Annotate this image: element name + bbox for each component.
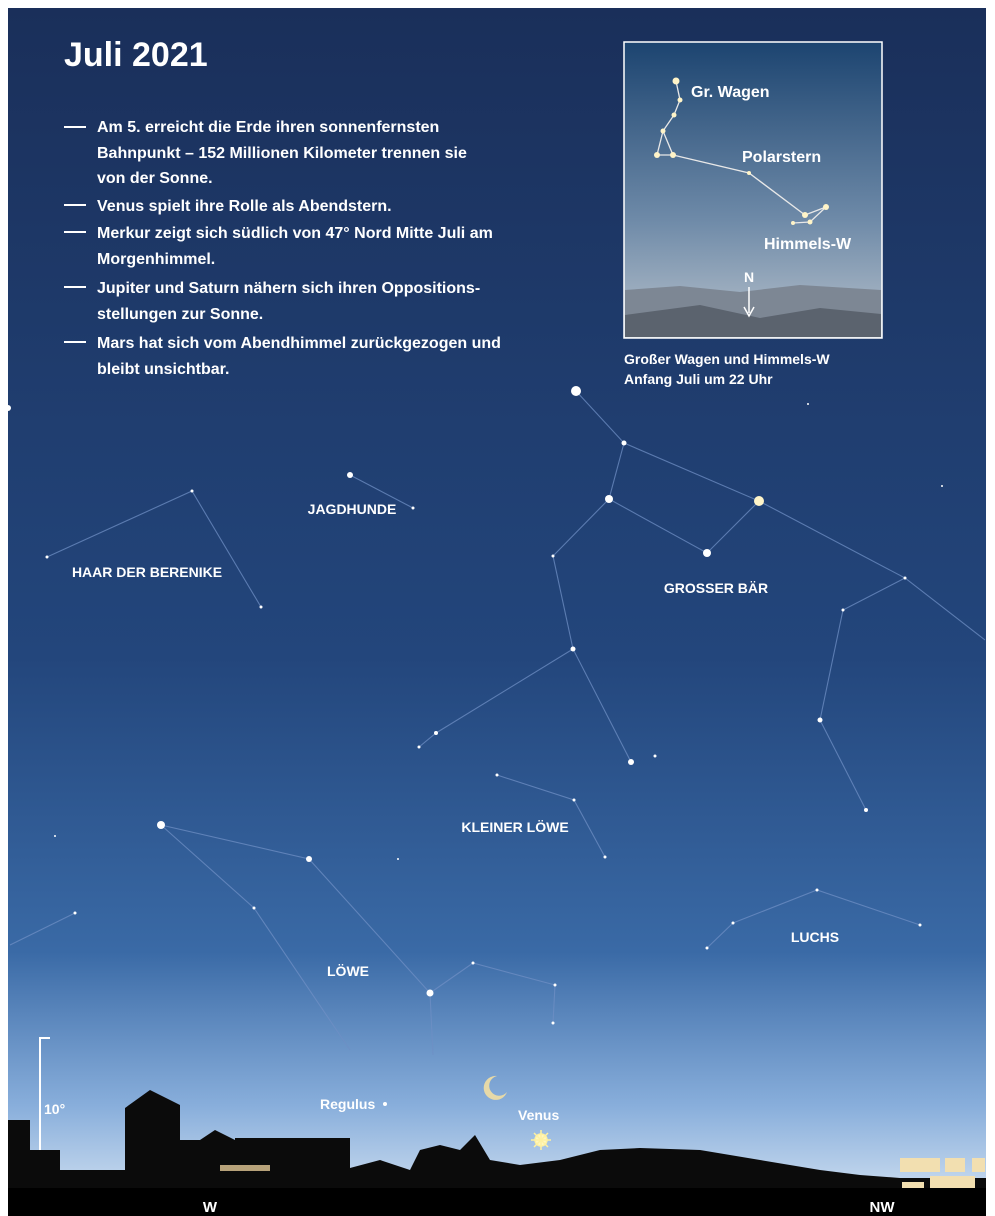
note-line: stellungen zur Sonne.	[97, 306, 263, 323]
north-label: N	[744, 269, 754, 285]
page: Juli 2021 Am 5. erreicht die Erde ihren s…	[0, 0, 995, 1216]
constellation-label: LÖWE	[327, 963, 369, 979]
note-line: Bahnpunkt – 152 Millionen Kilometer tren…	[97, 145, 467, 162]
title: Juli 2021	[64, 36, 208, 74]
inset-caption: Anfang Juli um 22 Uhr	[624, 371, 773, 387]
constellation-label: LUCHS	[791, 929, 839, 945]
note-line: von der Sonne.	[97, 170, 213, 187]
constellation-label: GROSSER BÄR	[664, 580, 768, 596]
note-line: Venus spielt ihre Rolle als Abendstern.	[97, 198, 392, 215]
venus-sun	[531, 1130, 551, 1150]
window-light	[220, 1165, 270, 1171]
note-line: Jupiter und Saturn nähern sich ihren Opp…	[97, 280, 480, 297]
constellation-label: HAAR DER BERENIKE	[72, 564, 222, 580]
direction-label: NW	[870, 1199, 896, 1216]
constellation-label: JAGDHUNDE	[308, 501, 397, 517]
note-line: Morgenhimmel.	[97, 251, 215, 268]
inset-label: Himmels-W	[764, 236, 852, 253]
note-line: Merkur zeigt sich südlich von 47° Nord M…	[97, 225, 493, 242]
bottom-bar	[8, 1188, 986, 1216]
object-label: Regulus	[320, 1096, 375, 1112]
inset-label: Gr. Wagen	[691, 84, 770, 101]
note-line: Mars hat sich vom Abendhimmel zurückgezo…	[97, 335, 501, 352]
object-label: Venus	[518, 1107, 559, 1123]
inset-label: Polarstern	[742, 149, 821, 166]
note-line: Am 5. erreicht die Erde ihren sonnenfern…	[97, 119, 439, 136]
direction-label: W	[203, 1199, 218, 1216]
constellation-label: KLEINER LÖWE	[461, 819, 568, 835]
scale-label: 10°	[44, 1101, 65, 1117]
sky-map: Juli 2021 Am 5. erreicht die Erde ihren s…	[0, 0, 995, 1216]
note-line: bleibt unsichtbar.	[97, 361, 229, 378]
inset-caption: Großer Wagen und Himmels-W	[624, 351, 830, 367]
